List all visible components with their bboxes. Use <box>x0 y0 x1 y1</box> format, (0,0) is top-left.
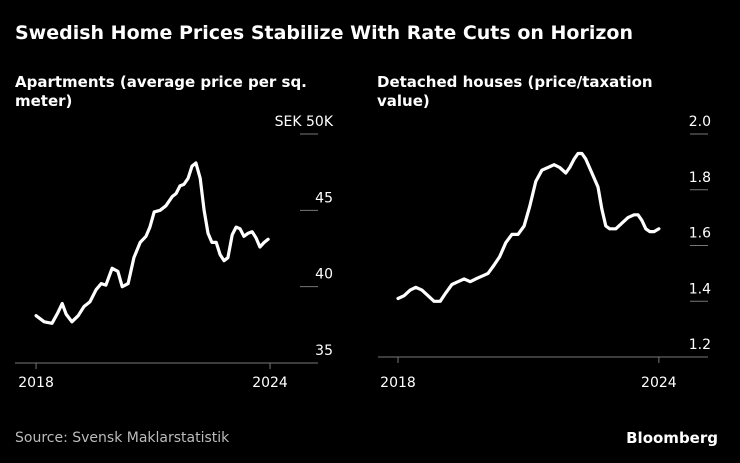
chart-title: Apartments (average price per sq. meter) <box>15 73 307 110</box>
y-tick-label: 1.6 <box>689 226 711 242</box>
y-tick-label: 45 <box>315 190 333 206</box>
chart-title: Detached houses (price/taxation value) <box>377 73 653 110</box>
line <box>396 151 661 303</box>
y-tick-label: 1.8 <box>689 170 711 186</box>
y-tick-label: 35 <box>315 343 333 359</box>
source: Source: Svensk Maklarstatistik <box>15 430 230 446</box>
x-tick-label: 2024 <box>641 375 677 391</box>
y-tick-label: 1.4 <box>689 281 711 297</box>
y-tick-label: 2.0 <box>689 114 711 130</box>
logo: Bloomberg <box>626 429 718 447</box>
x-tick-label: 2018 <box>380 375 416 391</box>
x-tick-label: 2024 <box>252 375 288 391</box>
y-tick-label: 1.2 <box>689 337 711 353</box>
y-tick-label: 40 <box>315 267 333 283</box>
title: Swedish Home Prices Stabilize With Rate … <box>15 22 633 44</box>
x-tick-label: 2018 <box>18 375 54 391</box>
line <box>34 161 270 325</box>
y-tick-label: SEK 50K <box>275 114 334 130</box>
